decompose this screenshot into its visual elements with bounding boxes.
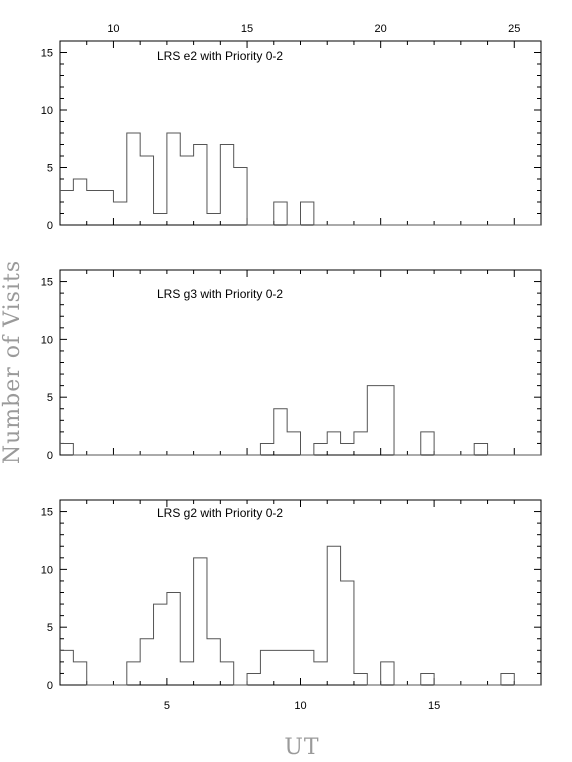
histogram-bin: [341, 443, 354, 455]
y-tick-label: 5: [47, 163, 53, 175]
panel-title: LRS g3 with Priority 0-2: [157, 287, 283, 301]
histogram-bin: [327, 546, 340, 685]
histogram-bin: [140, 156, 153, 225]
histogram-bin: [421, 673, 434, 685]
histogram-bin: [180, 662, 193, 685]
histogram-bin: [207, 639, 220, 685]
x-tick-label: 25: [508, 23, 520, 35]
y-tick-label: 5: [47, 392, 53, 404]
histogram-bin: [247, 673, 260, 685]
histogram-bin: [274, 650, 287, 685]
histogram-bin: [194, 145, 207, 226]
histogram-panel-1: 0 5 10 15 10 15 20 25 LRS e2 with Priority 0-2: [41, 23, 542, 232]
histogram-bin: [113, 202, 126, 225]
histogram-bin: [60, 650, 73, 685]
histogram-bin: [87, 191, 100, 226]
plot-frame: [59, 269, 542, 456]
histogram-bin: [501, 673, 514, 685]
histogram-bin: [287, 650, 300, 685]
histogram-bin: [341, 581, 354, 685]
y-tick-label: 10: [41, 564, 53, 576]
histogram-bin: [301, 202, 314, 225]
x-tick-label: 15: [428, 700, 440, 712]
histogram-bin: [381, 662, 394, 685]
histogram-outline: [60, 132, 541, 226]
x-tick-label: 20: [375, 23, 387, 35]
y-tick-label: 0: [47, 450, 53, 462]
x-tick-label: 10: [107, 23, 119, 35]
x-axis-label: UT: [284, 735, 319, 760]
histogram-bin: [140, 639, 153, 685]
histogram-bin: [167, 133, 180, 225]
y-tick-label: 10: [41, 334, 53, 346]
y-axis-label: Number of Visits: [0, 260, 25, 464]
histogram-bin: [301, 650, 314, 685]
histogram-bin: [327, 432, 340, 455]
panel-title: LRS e2 with Priority 0-2: [157, 49, 283, 63]
histogram-bin: [260, 650, 273, 685]
histogram-bin: [154, 214, 167, 226]
histogram-bin: [127, 662, 140, 685]
histogram-bin: [260, 443, 273, 455]
histogram-outline: [60, 385, 541, 456]
y-tick-label: 15: [41, 277, 53, 289]
histogram-bin: [421, 432, 434, 455]
histogram-bin: [207, 214, 220, 226]
histogram-outline: [60, 545, 541, 686]
histogram-bin: [167, 593, 180, 686]
histogram-bin: [274, 409, 287, 455]
histogram-bin: [60, 443, 73, 455]
histogram-bin: [354, 673, 367, 685]
y-tick-label: 5: [47, 622, 53, 634]
y-tick-label: 15: [41, 507, 53, 519]
y-tick-label: 15: [41, 48, 53, 60]
histogram-bin: [314, 443, 327, 455]
y-tick-label: 0: [47, 680, 53, 692]
histogram-bin: [367, 386, 380, 455]
x-tick-label: 15: [241, 23, 253, 35]
histogram-panel-2: 0 5 10 15 LRS g3 with Priority 0-2: [41, 269, 542, 462]
histogram-panel-3: 0 5 10 15 5 10 15 LRS g2 with Priority 0-2: [41, 499, 542, 712]
x-tick-label: 5: [164, 700, 170, 712]
histogram-bin: [354, 432, 367, 455]
histogram-bin: [274, 202, 287, 225]
histogram-bin: [314, 662, 327, 685]
y-tick-label: 0: [47, 220, 53, 232]
y-tick-label: 10: [41, 105, 53, 117]
panel-title: LRS g2 with Priority 0-2: [157, 506, 283, 520]
histogram-bin: [234, 168, 247, 226]
histogram-bin: [220, 662, 233, 685]
histogram-bin: [287, 432, 300, 455]
histogram-bin: [73, 662, 86, 685]
histogram-bin: [474, 443, 487, 455]
histogram-bin: [381, 386, 394, 455]
histogram-bin: [100, 191, 113, 226]
histogram-bin: [60, 191, 73, 226]
histogram-bin: [194, 558, 207, 685]
histogram-bin: [220, 145, 233, 226]
histogram-bin: [180, 156, 193, 225]
x-tick-label: 10: [294, 700, 306, 712]
histogram-bin: [154, 604, 167, 685]
histogram-bin: [73, 179, 86, 225]
histogram-bin: [127, 133, 140, 225]
